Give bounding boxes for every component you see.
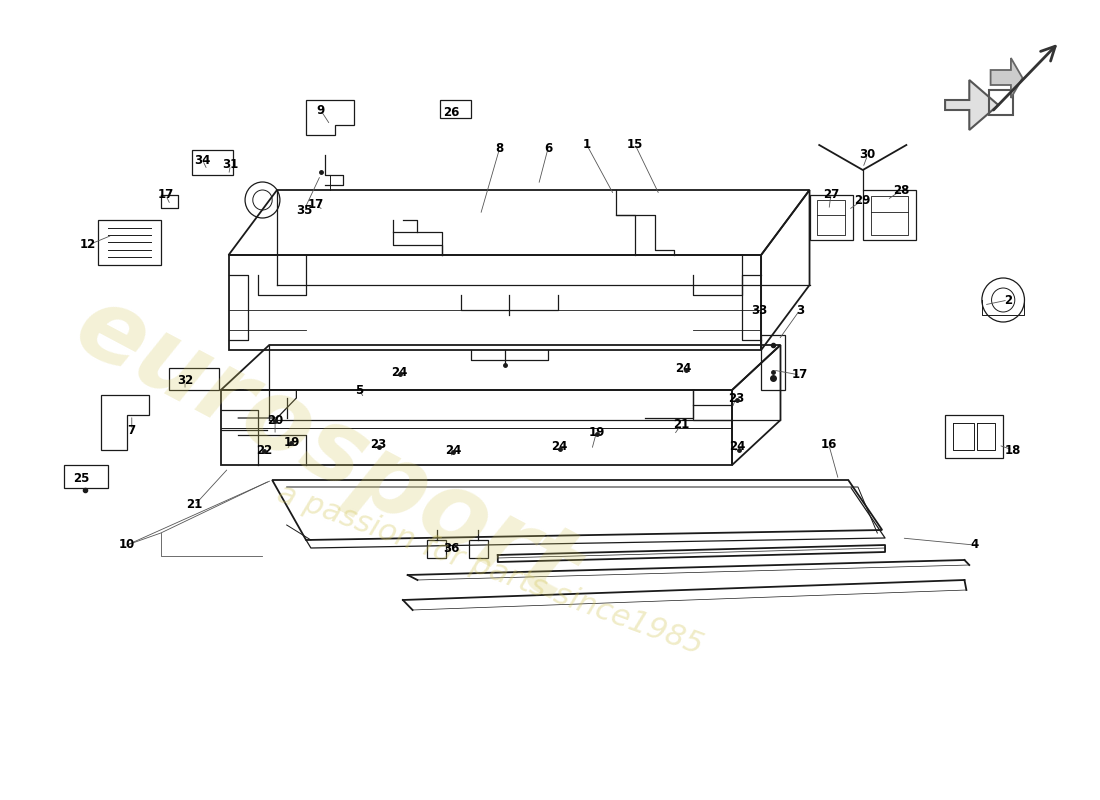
Text: 16: 16: [821, 438, 837, 451]
Text: 31: 31: [222, 158, 239, 171]
Text: 35: 35: [296, 203, 312, 217]
Text: 7: 7: [128, 423, 135, 437]
Polygon shape: [991, 58, 1023, 98]
Text: 5: 5: [355, 383, 363, 397]
Text: 34: 34: [195, 154, 210, 166]
Text: 19: 19: [284, 435, 299, 449]
Text: 27: 27: [823, 189, 839, 202]
Text: 36: 36: [443, 542, 460, 554]
Text: 10: 10: [119, 538, 135, 551]
Text: 30: 30: [859, 149, 876, 162]
Text: 21: 21: [187, 498, 202, 511]
Text: 24: 24: [390, 366, 407, 378]
Text: eurosport: eurosport: [58, 277, 593, 623]
Text: 8: 8: [496, 142, 504, 154]
Text: 23: 23: [371, 438, 387, 451]
Text: 9: 9: [317, 103, 324, 117]
Text: 12: 12: [80, 238, 97, 251]
Text: 28: 28: [893, 183, 910, 197]
Text: 33: 33: [751, 303, 768, 317]
Text: 24: 24: [728, 441, 745, 454]
Text: 32: 32: [177, 374, 194, 386]
Text: 17: 17: [308, 198, 323, 211]
Text: 2: 2: [1004, 294, 1012, 306]
Text: 20: 20: [267, 414, 283, 426]
Text: 17: 17: [157, 189, 174, 202]
Text: a passion for parts since1985: a passion for parts since1985: [273, 479, 707, 661]
Text: 24: 24: [551, 441, 568, 454]
Text: 24: 24: [446, 443, 461, 457]
Text: 19: 19: [588, 426, 605, 438]
Text: 26: 26: [443, 106, 460, 118]
Text: 25: 25: [74, 471, 89, 485]
Text: 24: 24: [675, 362, 692, 374]
Text: 4: 4: [970, 538, 978, 551]
Text: 21: 21: [672, 418, 689, 431]
Text: 18: 18: [1004, 443, 1021, 457]
Polygon shape: [945, 80, 999, 130]
Text: 17: 17: [792, 369, 808, 382]
Text: 1: 1: [583, 138, 591, 151]
Text: 29: 29: [855, 194, 871, 206]
Text: 15: 15: [627, 138, 644, 151]
Text: 3: 3: [795, 303, 804, 317]
Text: 23: 23: [728, 391, 744, 405]
Text: 6: 6: [544, 142, 552, 154]
Text: 22: 22: [256, 443, 273, 457]
